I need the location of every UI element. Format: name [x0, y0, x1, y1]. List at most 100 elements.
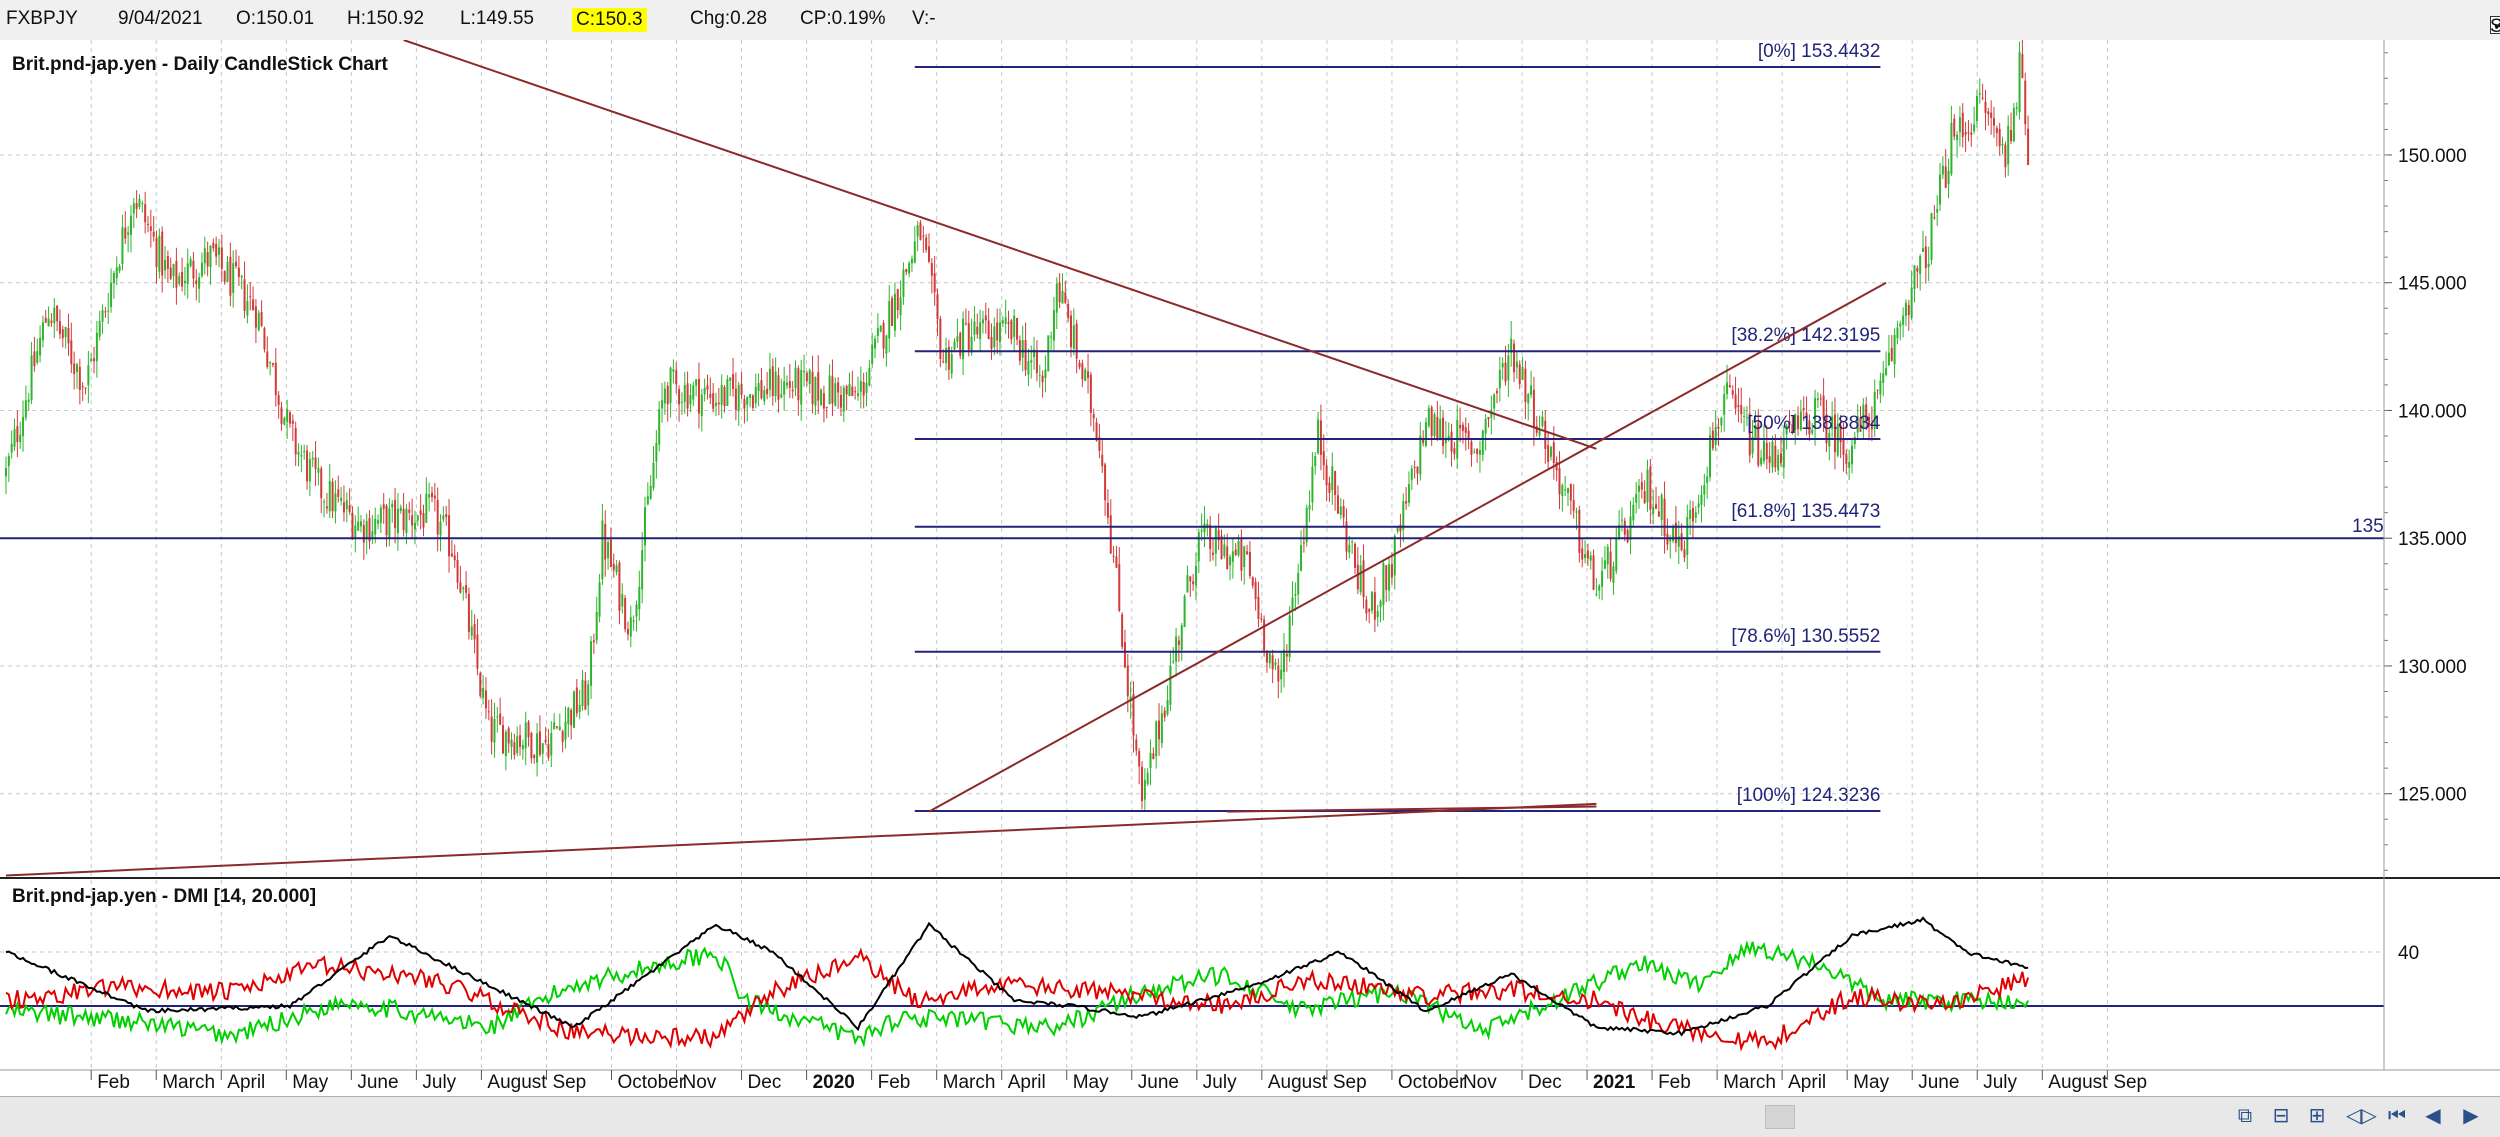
candle-body [1277, 665, 1280, 682]
candle-body [121, 227, 124, 264]
candle-body [1538, 430, 1541, 436]
step-forward-icon[interactable]: ▶ [2463, 1103, 2479, 1127]
candle-body [805, 372, 808, 382]
candle-body [405, 508, 408, 533]
chart-scrollbar[interactable]: ⧉ ⊟ ⊞ ◁▷ ⏮ ◀ ▶ [0, 1096, 2500, 1137]
scroll-thumb[interactable] [1765, 1105, 1795, 1129]
candle-body [1393, 535, 1396, 576]
candle-body [825, 406, 828, 408]
candle-body [1865, 404, 1868, 421]
candle-body [797, 368, 800, 401]
price-tick-label: 130.000 [2398, 657, 2467, 678]
candle-body [1669, 539, 1672, 542]
candle-body [1092, 414, 1095, 419]
candle-body [754, 386, 757, 404]
checkbox-check-icon[interactable]: ✔ [2490, 16, 2500, 34]
candle-body [1498, 369, 1501, 389]
chart-area[interactable]: 125.000 130.000 135.000 140.000 145.000 150.0… [0, 40, 2500, 1096]
candle-body [1691, 507, 1694, 522]
candle-body [306, 450, 309, 482]
candle-body [564, 721, 567, 740]
candle-body [274, 362, 277, 396]
time-tick-label: August [487, 1072, 547, 1093]
zoom-in-icon[interactable]: ⊞ [2308, 1103, 2326, 1127]
candle-body [1209, 525, 1212, 550]
candle-body [365, 520, 368, 539]
quote-header: FXBPJY 9/04/2021 O:150.01 H:150.92 L:149… [0, 0, 2500, 41]
candle-body [1447, 435, 1450, 441]
candle-body [783, 381, 786, 395]
candle-body [476, 634, 479, 669]
candle-body [1149, 752, 1152, 769]
candle-body [570, 709, 573, 726]
candle-body [888, 301, 891, 339]
candle-body [803, 370, 806, 373]
candle-body [155, 237, 158, 268]
candle-body [723, 387, 726, 407]
time-tick-label: Nov [1463, 1072, 1497, 1093]
candle-body [433, 495, 436, 499]
scroll-left-icon[interactable]: ◁▷ [2346, 1103, 2377, 1127]
candle-body [1964, 132, 1967, 135]
candle-body [1263, 619, 1266, 651]
candle-body [831, 376, 834, 404]
candle-body [10, 443, 13, 453]
zoom-out-icon[interactable]: ⊟ [2272, 1103, 2290, 1127]
candle-body [1615, 538, 1618, 572]
candle-body [962, 318, 965, 360]
candle-body [1001, 320, 1004, 324]
time-tick-label: Dec [1528, 1072, 1562, 1093]
candle-body [442, 515, 445, 520]
candle-body [1851, 445, 1853, 465]
step-back-icon[interactable]: ◀ [2425, 1103, 2441, 1127]
candle-body [351, 513, 354, 538]
candle-body [1206, 523, 1209, 528]
first-page-icon[interactable]: ⧉ [2237, 1103, 2253, 1127]
candle-body [970, 336, 973, 353]
candle-body [1396, 526, 1399, 532]
candle-body [2021, 54, 2024, 79]
candle-body [1601, 571, 1604, 587]
candle-body [1123, 642, 1126, 668]
candle-body [649, 485, 652, 499]
time-tick-label: March [1723, 1072, 1776, 1093]
candle-body [1126, 665, 1129, 697]
candle-body [1677, 536, 1680, 547]
candle-body [854, 391, 857, 393]
candle-body [697, 378, 700, 414]
candle-body [513, 742, 516, 755]
fib-level-label: [50%] 138.8834 [1747, 413, 1881, 434]
candle-body [1674, 522, 1677, 544]
time-tick-label: Nov [683, 1072, 717, 1093]
candle-body [1348, 544, 1351, 553]
candle-body [1467, 430, 1470, 440]
candle-body [1975, 95, 1978, 122]
candle-body [1640, 481, 1643, 490]
candle-body [609, 539, 612, 568]
candle-body [1246, 551, 1249, 555]
candle-body [1038, 374, 1041, 376]
candle-body [303, 451, 306, 453]
candle-body [1095, 422, 1098, 441]
candle-body [1473, 451, 1476, 453]
time-tick-label: 2020 [813, 1072, 855, 1093]
candle-body [487, 711, 490, 713]
candle-body [1382, 562, 1385, 606]
candle-body [58, 321, 61, 334]
candle-body [1194, 565, 1197, 586]
dmi-series-line-dmi_plus [5, 940, 2030, 1048]
jump-start-icon[interactable]: ⏮ [2388, 1103, 2406, 1127]
candle-body [1933, 217, 1936, 219]
candle-body [1663, 498, 1666, 536]
open-label: O:150.01 [236, 8, 315, 29]
candle-body [1444, 438, 1447, 444]
candle-body [672, 369, 675, 372]
candle-body [314, 457, 317, 469]
candle-body [598, 582, 601, 617]
candle-body [39, 337, 42, 356]
candle-body [1660, 495, 1663, 521]
candle-body [1549, 446, 1552, 457]
candle-body [1513, 343, 1516, 373]
time-tick-label: October [617, 1072, 685, 1093]
candle-body [1064, 292, 1067, 303]
